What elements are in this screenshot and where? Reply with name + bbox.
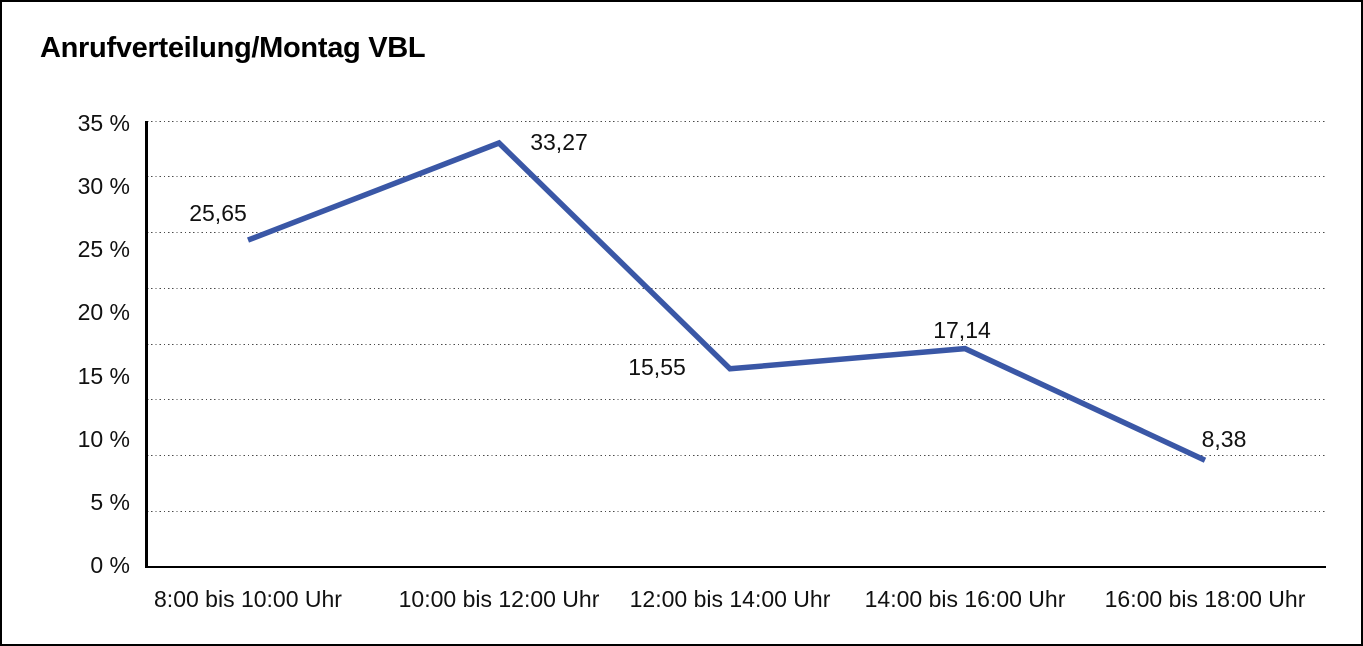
- chart-title: Anrufverteilung/Montag VBL: [40, 32, 426, 64]
- x-category-label: 12:00 bis 14:00 Uhr: [629, 586, 831, 612]
- gridline: [147, 399, 1325, 401]
- y-tick-label: 15 %: [77, 362, 130, 389]
- x-category-label: 8:00 bis 10:00 Uhr: [154, 586, 342, 612]
- gridline: [147, 120, 1325, 122]
- y-tick-label: 5 %: [90, 488, 130, 515]
- x-category-label: 16:00 bis 18:00 Uhr: [1104, 586, 1306, 612]
- data-point-label: 15,55: [628, 353, 686, 380]
- gridline: [147, 176, 1325, 178]
- y-axis-line: [145, 121, 148, 568]
- data-point-label: 25,65: [189, 200, 247, 227]
- y-tick-label: 30 %: [77, 173, 130, 200]
- gridline: [147, 232, 1325, 233]
- y-tick-label: 0 %: [90, 552, 130, 578]
- gridline: [147, 455, 1325, 456]
- gridline: [147, 510, 1325, 512]
- x-category-label: 14:00 bis 16:00 Uhr: [864, 586, 1066, 612]
- y-tick-label: 35 %: [77, 110, 130, 136]
- x-category-label: 10:00 bis 12:00 Uhr: [398, 586, 600, 612]
- data-point-label: 17,14: [933, 316, 991, 343]
- data-point-label: 33,27: [530, 129, 588, 156]
- gridline: [147, 343, 1325, 345]
- y-tick-label: 25 %: [77, 236, 130, 263]
- data-point-label: 8,38: [1201, 426, 1247, 453]
- x-axis-line: [145, 565, 1326, 568]
- gridline: [147, 287, 1325, 289]
- y-tick-label: 10 %: [77, 425, 130, 452]
- y-tick-label: 20 %: [77, 299, 130, 326]
- series-line: [247, 139, 1207, 463]
